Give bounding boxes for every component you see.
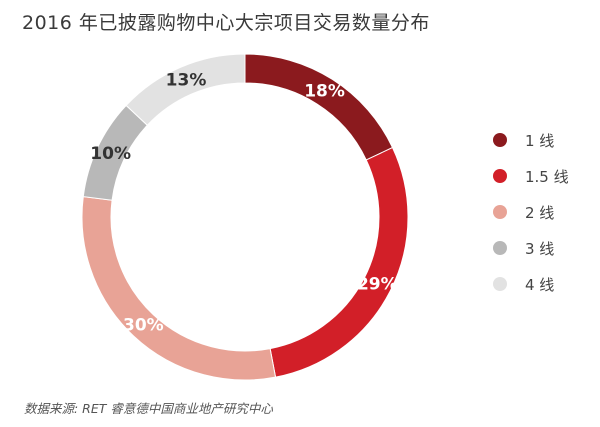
chart-legend: 1 线 1.5 线 2 线 3 线 4 线 [493,122,569,302]
legend-item-4: 4 线 [493,266,569,302]
slice-value-label-1-5: 29% [357,274,398,294]
legend-label-2: 2 线 [525,203,555,222]
legend-swatch-2 [493,205,507,219]
chart-title: 2016 年已披露购物中心大宗项目交易数量分布 [22,12,430,34]
slice-value-label-2: 30% [123,315,164,335]
slice-value-label-3: 10% [90,144,131,164]
legend-label-1-5: 1.5 线 [525,167,569,186]
donut-slice-1 [244,53,394,161]
donut-slices [81,53,409,381]
legend-label-3: 3 线 [525,239,555,258]
legend-swatch-1 [493,133,507,147]
legend-label-4: 4 线 [525,275,555,294]
legend-label-1: 1 线 [525,131,555,150]
slice-value-label-1: 18% [304,82,345,102]
donut-value-labels: 18% 29% 30% 10% 13% [90,71,397,336]
donut-slice-4 [125,53,246,126]
legend-item-1-5: 1.5 线 [493,158,569,194]
legend-item-2: 2 线 [493,194,569,230]
donut-slice-2 [81,196,277,381]
legend-swatch-3 [493,241,507,255]
legend-item-3: 3 线 [493,230,569,266]
legend-item-1: 1 线 [493,122,569,158]
slice-value-label-4: 13% [166,71,207,91]
data-source-note: 数据来源: RET 睿意德中国商业地产研究中心 [24,401,273,416]
legend-swatch-4 [493,277,507,291]
donut-slice-1-5 [269,146,409,378]
legend-swatch-1-5 [493,169,507,183]
